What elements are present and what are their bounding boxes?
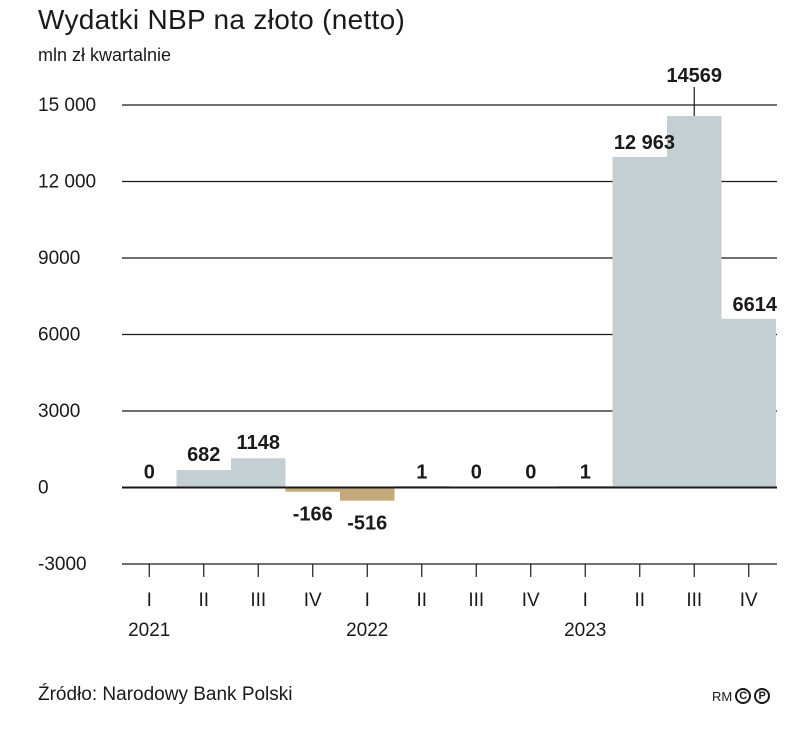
bar (285, 487, 340, 492)
y-tick-label: 3000 (38, 401, 80, 422)
label-layer: 0 682 1148 -166 -516 1 0 0 1 12 963 14569 6614 (144, 65, 778, 535)
bar (231, 458, 286, 488)
value-label: 0 (471, 462, 482, 484)
x-tick-label: III (250, 590, 266, 611)
value-label: 6614 (733, 294, 778, 316)
y-tick-label: 0 (38, 478, 49, 499)
year-label: 2021 (128, 620, 170, 641)
y-tick-label: -3000 (38, 554, 87, 575)
bar (721, 318, 776, 488)
value-label: 1148 (237, 432, 280, 454)
y-tick-label: 12 000 (38, 172, 96, 193)
bar (340, 487, 395, 501)
year-label: 2022 (346, 620, 388, 641)
value-label: 0 (144, 462, 155, 484)
value-label: 0 (525, 462, 536, 484)
x-tick-label: II (198, 590, 209, 611)
value-label: 1 (416, 461, 427, 483)
x-tick-label: I (583, 590, 588, 611)
value-label: 682 (187, 444, 220, 466)
bar-layer (176, 115, 776, 501)
credit-badge: RM C P (712, 688, 771, 704)
x-tick-label: II (634, 590, 645, 611)
x-tick-label: IV (304, 590, 322, 611)
value-label: 14569 (666, 65, 722, 87)
credit-text: RM (712, 688, 733, 704)
x-tick-label: III (686, 590, 702, 611)
y-tick-label: 6000 (38, 325, 80, 346)
y-tick-label: 15 000 (38, 95, 96, 116)
x-tick-label: I (147, 590, 152, 611)
chart-subtitle: mln zł kwartalnie (38, 45, 172, 65)
year-label: 2023 (564, 620, 606, 641)
y-tick-label: 9000 (38, 248, 80, 269)
copyright-icon: C (735, 688, 752, 704)
x-tick-label: IV (740, 590, 758, 611)
x-tick-label: II (416, 590, 427, 611)
chart-title: Wydatki NBP na złoto (netto) (38, 4, 406, 35)
value-label: -166 (293, 504, 333, 526)
x-tick-label: III (468, 590, 484, 611)
bar (612, 156, 667, 488)
press-icon: P (754, 688, 771, 704)
source-note: Źródło: Narodowy Bank Polski (38, 684, 293, 705)
bar (667, 115, 722, 488)
value-label: -516 (347, 513, 387, 535)
value-label: 12 963 (614, 132, 675, 154)
bar (176, 470, 231, 488)
x-tick-label: IV (522, 590, 540, 611)
value-label: 1 (580, 461, 591, 483)
x-tick-label: I (365, 590, 370, 611)
